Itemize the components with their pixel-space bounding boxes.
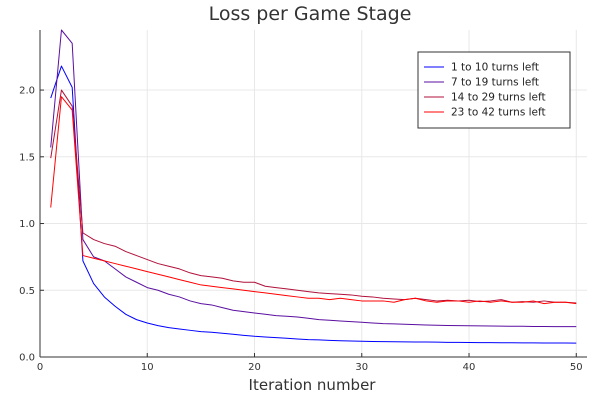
x-tick-label: 0 (37, 362, 43, 373)
chart-title: Loss per Game Stage (209, 3, 412, 25)
series-line-1 (50, 65, 577, 344)
x-tick-label: 50 (570, 362, 583, 373)
legend-label: 14 to 29 turns left (451, 92, 546, 104)
y-tick-label: 0.5 (19, 286, 35, 297)
series-line-3 (50, 89, 577, 304)
x-axis-label: Iteration number (249, 376, 377, 394)
x-tick-label: 10 (141, 362, 154, 373)
x-tick-label: 30 (355, 362, 368, 373)
legend-box (417, 51, 571, 129)
legend-label: 1 to 10 turns left (451, 62, 539, 74)
y-tick-label: 1.5 (19, 152, 35, 163)
x-tick-label: 20 (248, 362, 261, 373)
y-tick-label: 1.0 (19, 219, 35, 230)
legend-label: 7 to 19 turns left (451, 77, 539, 89)
series-line-2 (50, 29, 577, 328)
y-tick-label: 2.0 (19, 86, 35, 97)
y-tick-label: 0.0 (19, 353, 35, 364)
series-lines (50, 29, 577, 344)
x-tick-label: 40 (463, 362, 476, 373)
axes (39, 30, 587, 358)
legend-label: 23 to 42 turns left (451, 107, 546, 119)
tick-labels: 0 10 20 30 40 50 0.0 0.5 1.0 1.5 2.0 (19, 86, 583, 373)
legend: 1 to 10 turns left 7 to 19 turns left 14 t… (417, 51, 571, 129)
series-line-4 (50, 96, 577, 305)
